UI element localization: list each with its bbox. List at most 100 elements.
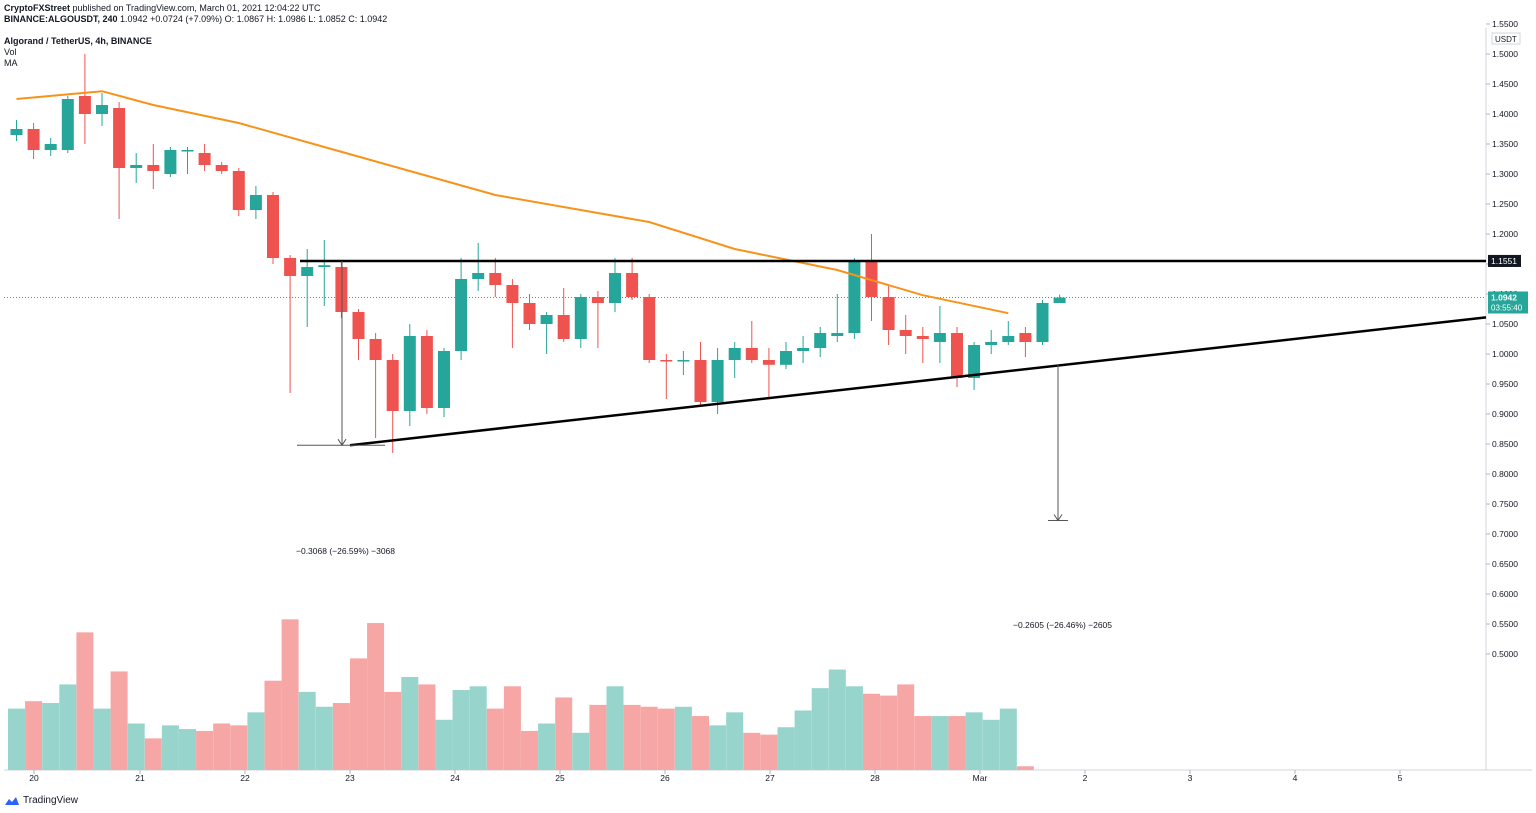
volume-bar (8, 708, 25, 770)
y-tick-label: 1.3000 (1492, 169, 1518, 179)
candle-body (609, 273, 621, 303)
symbol-info: BINANCE:ALGOUSDT, 240 1.0942 +0.0724 (+7… (4, 14, 387, 24)
y-tick-label: 0.6000 (1492, 589, 1518, 599)
candle-body (130, 165, 143, 168)
support-trendline (349, 316, 1487, 447)
candle-body (267, 195, 279, 258)
volume-bar (384, 691, 402, 770)
candle-body (1002, 336, 1015, 342)
candle-body (198, 153, 211, 165)
tradingview-brand: TradingView (23, 795, 79, 806)
x-tick-label: 25 (555, 773, 565, 783)
x-tick-label: 23 (345, 773, 355, 783)
volume-bar (1016, 766, 1034, 770)
tradingview-footer[interactable]: TradingView (4, 795, 78, 806)
volume-bar (965, 712, 983, 770)
candle-body (711, 360, 724, 402)
volume-bar (897, 684, 915, 770)
measure-2-arrow-icon (1053, 514, 1063, 522)
y-tick-label: 0.9000 (1492, 409, 1518, 419)
volume-bar (247, 712, 265, 770)
volume-bar (555, 697, 573, 770)
volume-bar (674, 706, 692, 770)
volume-bar (93, 708, 111, 770)
y-tick-label: 1.4000 (1492, 109, 1518, 119)
moving-average-line (16, 90, 1009, 315)
volume-bar (196, 730, 214, 770)
y-tick-label: 1.3500 (1492, 139, 1518, 149)
candle-body (1019, 333, 1032, 342)
volume-bar (127, 723, 145, 770)
volume-bar (213, 723, 231, 770)
candle-body (78, 96, 91, 114)
candle-body (61, 99, 74, 150)
volume-bar (42, 703, 60, 770)
last-price-label: 1.0942 (1491, 292, 1517, 302)
countdown-label: 03:55:40 (1491, 303, 1523, 312)
y-tick-label: 1.5000 (1492, 49, 1518, 59)
vol-legend[interactable]: Vol (4, 47, 17, 57)
candle-body (865, 261, 878, 297)
x-tick-label: 3 (1188, 773, 1193, 783)
candle-body (814, 333, 827, 348)
resistance-price-label: 1.1551 (1491, 256, 1517, 266)
volume-bar (503, 686, 521, 770)
candle-body (147, 165, 160, 171)
candle-body (438, 351, 450, 408)
ma-legend[interactable]: MA (4, 58, 18, 68)
y-tick-label: 1.0000 (1492, 349, 1518, 359)
x-tick-label: 28 (870, 773, 880, 783)
candle-body (916, 336, 929, 339)
candle-body (215, 165, 228, 171)
volume-bar (230, 725, 248, 770)
volume-bar (264, 680, 282, 770)
candle-body (968, 345, 981, 378)
candle-body (951, 333, 963, 378)
candle-body (557, 315, 570, 339)
volume-bar (452, 690, 470, 770)
volume-bar (486, 708, 504, 770)
candle-body (301, 267, 314, 276)
volume-bar (179, 729, 196, 770)
volume-bar (743, 732, 761, 770)
volume-bar (999, 708, 1017, 770)
candle-body (762, 360, 775, 365)
candle-body (677, 360, 690, 362)
x-tick-label: 5 (1398, 773, 1403, 783)
candle-body (745, 348, 758, 360)
volume-bar (350, 658, 367, 770)
volume-bar (828, 669, 846, 770)
y-tick-label: 0.9500 (1492, 379, 1518, 389)
volume-bar (281, 619, 299, 770)
volume-bar (657, 708, 675, 770)
candle-body (420, 336, 433, 408)
candle-body (369, 339, 382, 360)
y-tick-label: 0.5500 (1492, 619, 1518, 629)
candle-body (352, 312, 365, 339)
volume-bar (110, 671, 128, 770)
candle-body (1036, 303, 1049, 342)
volume-bar (640, 706, 658, 770)
y-tick-label: 1.5500 (1492, 19, 1518, 29)
candle-body (164, 150, 177, 174)
volume-bar (760, 734, 778, 770)
volume-bar (606, 686, 624, 770)
measure-1-arrow-icon (337, 438, 347, 447)
volume-bar (76, 632, 94, 770)
candle-body (506, 285, 519, 303)
volume-bar (572, 732, 590, 770)
measure-2-label: −0.2605 (−26.46%) −2605 (1013, 620, 1112, 630)
volume-bar (367, 623, 385, 770)
candle-body (96, 105, 108, 114)
publisher-name[interactable]: CryptoFXStreet (4, 3, 71, 13)
candle-body (797, 348, 810, 351)
volume-bar (692, 716, 709, 770)
candle-body (540, 315, 553, 324)
candle-body (523, 303, 536, 324)
published-text: published on TradingView.com, March 01, … (70, 3, 321, 13)
unit-box (1491, 32, 1521, 45)
candle-body (181, 150, 194, 152)
y-tick-label: 1.2500 (1492, 199, 1518, 209)
volume-bar (401, 677, 419, 770)
